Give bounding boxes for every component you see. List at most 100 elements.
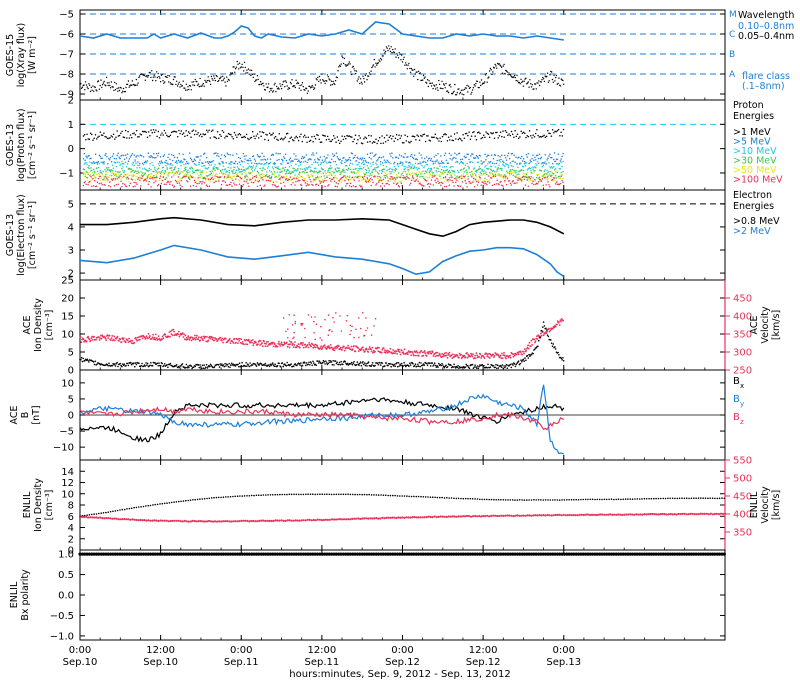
xray-short-dots-point [284,80,287,82]
proton-point [127,167,130,170]
proton-point [313,161,315,164]
proton-point [466,173,468,176]
xray-short-dots-point [80,87,83,90]
ace-density-dots-point [334,360,337,362]
proton-point [164,178,166,181]
proton-point [485,131,487,133]
proton-point [219,176,222,178]
proton-point [202,181,204,183]
proton-point [562,181,564,184]
proton-point [97,172,100,175]
proton-point [416,134,418,136]
proton-point [517,177,519,179]
proton-point [308,165,310,168]
xray-short-dots-point [259,83,261,86]
legend-title: Energies [733,111,774,122]
proton-point [90,167,92,169]
proton-point [409,173,412,176]
proton-point [501,154,503,157]
ace-velocity-dots-point [219,336,222,339]
proton-point [266,158,269,160]
proton-point [129,156,132,158]
ace-density-dots-point [226,364,229,366]
proton-point [352,178,355,181]
proton-point [386,134,388,136]
proton-point [552,166,555,168]
proton-point [224,155,227,158]
proton-point [397,157,400,159]
ace-velocity-dots-point [194,338,197,341]
proton-point [329,161,332,164]
proton-point [469,138,472,141]
xray-short-dots-point [190,89,192,91]
proton-point [465,169,467,171]
proton-point [283,176,286,179]
proton-point [199,172,201,174]
xray-short-dots-point [531,84,533,86]
proton-point [204,161,207,163]
proton-point [102,178,104,181]
proton-point [175,180,178,183]
xray-short-dots-point [495,65,497,67]
proton-point [508,133,510,135]
proton-point [463,175,466,178]
xray-short-dots-point [471,91,473,94]
xray-short-dots-point [514,76,517,79]
proton-point [266,134,268,136]
proton-point [514,161,516,163]
proton-point [461,139,463,142]
proton-point [168,173,170,176]
ace-velocity-dots-point [341,349,343,351]
proton-point [239,176,242,179]
proton-point [191,172,194,175]
proton-point [173,156,176,159]
xray-short-dots-point [304,89,306,91]
xray-short-dots-point [157,72,159,75]
proton-point [409,163,412,165]
proton-point [531,172,533,175]
proton-point [85,155,87,157]
proton-point [533,136,536,138]
xray-short-dots-point [448,84,450,87]
proton-point [205,129,208,131]
proton-point [343,175,345,177]
proton-point [379,160,382,163]
proton-point [456,132,458,134]
proton-point [241,136,243,139]
ace-density-dots-point [360,364,363,367]
ace-velocity-dots-point [407,353,409,356]
proton-point [188,178,191,180]
proton-point [114,138,116,140]
proton-point [544,175,546,177]
ace-density-dots-point [248,365,251,368]
ace-velocity-dots-point [118,340,120,342]
proton-point [166,168,168,171]
proton-point [376,166,378,169]
xray-short-dots-point [461,93,463,95]
proton-point [127,181,130,183]
proton-point [363,137,365,140]
xray-short-dots-point [339,65,342,68]
proton-point [339,173,341,176]
ace-velocity-dots-point [337,345,340,348]
ace-density-dots-point [284,363,286,365]
ace-velocity-dots-point [474,357,477,359]
proton-point [562,152,564,155]
proton-point [159,175,162,177]
proton-point [427,167,430,169]
proton-point [190,159,193,161]
proton-point [134,134,137,136]
xray-short-dots-point [314,84,317,86]
ace-density-dots-point [352,362,355,365]
proton-point [367,161,370,164]
proton-point [111,155,114,157]
proton-point [465,182,467,185]
proton-point [520,157,522,160]
proton-point [556,130,559,132]
proton-point [409,178,411,180]
xray-short-dots-point [530,86,533,88]
ace-velocity-point [340,330,343,332]
ace-density-dots-point [267,364,270,366]
proton-point [423,160,425,163]
proton-point [179,177,181,180]
